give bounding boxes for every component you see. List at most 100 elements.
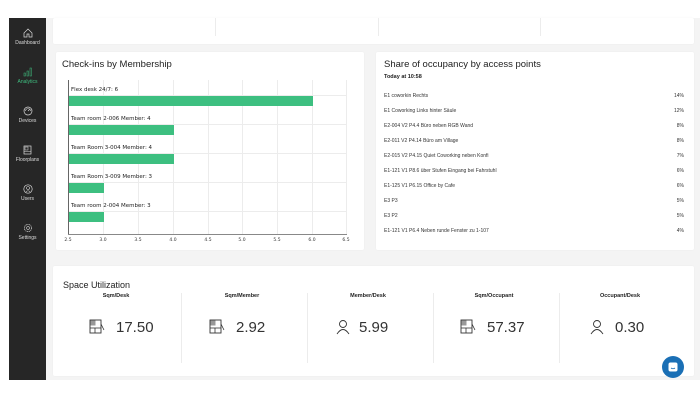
access-point-share: 14% (673, 93, 684, 99)
gridline (68, 211, 347, 212)
access-point-name: E2-011 V2 P4.14 Büro am Village (384, 138, 459, 144)
metric-label: Occupant/Desk (599, 293, 641, 299)
checkins-chart: Flex desk 24/7: 6 Team room 2-006 Member… (64, 80, 350, 243)
x-tick: 5.5 (273, 238, 281, 243)
gridline (68, 153, 347, 154)
gridline (312, 80, 313, 234)
metric-member-desk: Member/Desk 5.99 (308, 293, 434, 363)
bar-chart-icon (23, 67, 32, 77)
divider (181, 293, 182, 363)
metric-sqm-desk: Sqm/Desk 17.50 (56, 293, 182, 363)
divider (559, 293, 560, 363)
metric-value: 0.30 (615, 319, 645, 336)
access-point-name: E1 Coworking Links hinter Säule (384, 108, 457, 114)
bar-label: Team Room 3-009 Member: 3 (71, 174, 153, 180)
bar-label: Team Room 3-004 Member: 4 (71, 145, 153, 151)
utilization-title: Space Utilization (63, 280, 131, 290)
access-point-share: 6% (676, 168, 684, 174)
sidebar-item-label: Users (20, 196, 35, 202)
floorplan-icon (209, 319, 225, 334)
bar[interactable] (69, 125, 174, 135)
floorplan-icon (23, 145, 31, 155)
access-point-name: E2-015 V2 P4.15 Quiet Coworking neben Ko… (384, 153, 489, 159)
metric-label: Sqm/Occupant (474, 293, 514, 299)
gear-icon (23, 224, 32, 232)
checkins-chart-card: Check-ins by Membership Flex desk 24/7: … (56, 52, 364, 250)
y-axis (68, 80, 69, 234)
gridline (242, 80, 243, 234)
sidebar-item-devices[interactable]: Devices (9, 106, 46, 142)
summary-card-top (53, 18, 694, 44)
access-point-name: E2-004 V2 P4.4 Büro neben RGB Wand (384, 123, 474, 129)
access-point-share: 7% (676, 153, 684, 159)
sidebar-item-label: Dashboard (15, 40, 40, 46)
user-icon (336, 320, 350, 335)
access-point-share: 5% (676, 198, 684, 204)
x-axis (68, 234, 347, 235)
x-tick: 4.0 (169, 238, 177, 243)
x-tick: 4.5 (204, 238, 212, 243)
x-tick: 3.0 (99, 238, 107, 243)
metric-label: Sqm/Desk (102, 293, 130, 299)
gauge-icon (23, 106, 32, 116)
sidebar-item-settings[interactable]: Settings (9, 223, 46, 259)
gridline (277, 80, 278, 234)
sidebar-item-dashboard[interactable]: Dashboard (9, 28, 46, 64)
list-item: E2-004 V2 P4.4 Büro neben RGB Wand 8% (384, 123, 684, 133)
sidebar-item-users[interactable]: Users (9, 184, 46, 220)
access-point-share: 4% (676, 228, 684, 234)
divider (433, 293, 434, 363)
bar[interactable] (69, 183, 104, 193)
metric-label: Member/Desk (350, 293, 386, 299)
occupancy-card: Share of occupancy by access points Toda… (376, 52, 694, 250)
list-item: E1-121 V1 P6.4 Neben runde Fenster zu 1-… (384, 228, 684, 238)
x-tick: 5.0 (238, 238, 246, 243)
list-item: E3 P3 5% (384, 198, 684, 208)
bar[interactable] (69, 154, 174, 164)
divider (378, 18, 379, 36)
access-point-name: E3 P2 (384, 213, 398, 219)
metric-value: 57.37 (487, 319, 525, 336)
floorplan-icon (89, 319, 105, 334)
sidebar-item-label: Floorplans (15, 157, 40, 163)
metric-occupant-desk: Occupant/Desk 0.30 (560, 293, 686, 363)
bar[interactable] (69, 212, 104, 222)
metric-label: Sqm/Member (224, 293, 260, 299)
gridline (68, 182, 347, 183)
metric-sqm-member: Sqm/Member 2.92 (182, 293, 308, 363)
metric-value: 5.99 (359, 319, 389, 336)
list-item: E1 Coworking Links hinter Säule 12% (384, 108, 684, 118)
bar-label: Team room 2-006 Member: 4 (71, 116, 151, 122)
x-tick: 6.5 (342, 238, 350, 243)
user-circle-icon (22, 184, 33, 194)
list-item: E1-121 V1 P8.6 über Stufen Eingang bei F… (384, 168, 684, 178)
floorplan-icon (460, 319, 476, 334)
divider (307, 293, 308, 363)
list-item: E1 coworkin Rechts 14% (384, 93, 684, 103)
space-utilization-card: Space Utilization Sqm/Desk 17.50 Sqm/Mem… (53, 266, 694, 376)
list-item: E1-125 V1 P6.15 Office by Cafe 6% (384, 183, 684, 193)
chat-launcher-button[interactable] (662, 356, 684, 378)
user-icon (590, 320, 604, 335)
access-point-share: 8% (676, 123, 684, 129)
occupancy-title: Share of occupancy by access points (384, 59, 541, 70)
gridline (68, 124, 347, 125)
sidebar-item-label: Devices (18, 118, 37, 124)
sidebar-item-label: Settings (18, 235, 37, 241)
home-icon (23, 28, 32, 38)
bar-label: Team room 2-004 Member: 3 (71, 203, 151, 209)
list-item: E3 P2 5% (384, 213, 684, 223)
x-tick: 6.0 (308, 238, 316, 243)
metric-value: 17.50 (116, 319, 154, 336)
list-item: E2-011 V2 P4.14 Büro am Village 8% (384, 138, 684, 148)
sidebar-item-label: Analytics (17, 79, 38, 85)
access-point-name: E1-121 V1 P6.4 Neben runde Fenster zu 1-… (384, 228, 489, 234)
sidebar-item-floorplans[interactable]: Floorplans (9, 145, 46, 181)
bar[interactable] (69, 96, 313, 106)
gridline (68, 95, 347, 96)
x-tick: 3.5 (134, 238, 142, 243)
app-root: Dashboard Analytics Devices Floorplans U… (9, 18, 700, 380)
chat-icon (668, 362, 678, 372)
checkins-title: Check-ins by Membership (62, 59, 172, 70)
sidebar-item-analytics[interactable]: Analytics (9, 67, 46, 103)
